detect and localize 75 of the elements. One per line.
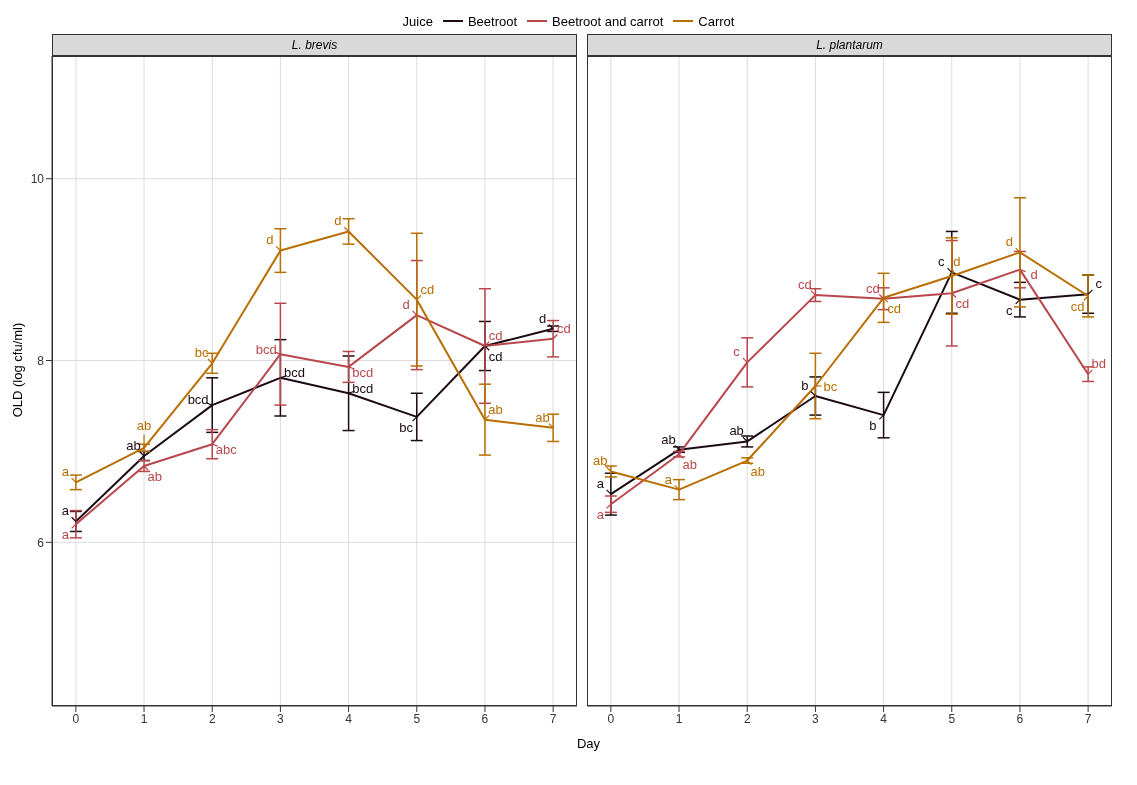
data-label: c — [1095, 276, 1103, 292]
data-label: bc — [399, 420, 414, 436]
data-label: ab — [661, 431, 676, 447]
data-label: d — [1030, 267, 1038, 283]
x-tick-label: 5 — [948, 711, 956, 726]
data-label: c — [937, 254, 945, 270]
data-label: cd — [887, 300, 902, 316]
y-tick-label: 10 — [30, 171, 45, 186]
data-label: a — [61, 464, 70, 480]
data-label: ab — [136, 418, 152, 434]
x-tick-label: 1 — [675, 711, 683, 726]
x-tick-label: 4 — [880, 711, 888, 726]
legend-label: Beetroot — [467, 13, 518, 29]
data-label: d — [266, 232, 274, 248]
data-label: bd — [1091, 356, 1106, 372]
data-label: a — [664, 471, 673, 487]
data-label: ab — [488, 401, 503, 417]
x-tick-label: 4 — [345, 711, 353, 726]
x-tick-label: 1 — [140, 711, 148, 726]
data-label: d — [334, 213, 342, 229]
data-label: bcd — [284, 365, 305, 381]
data-label: d — [538, 310, 547, 326]
data-label: ab — [126, 437, 141, 453]
data-label: c — [733, 344, 741, 360]
x-tick-label: 3 — [277, 711, 285, 726]
y-tick-label: 6 — [37, 535, 45, 550]
data-label: a — [61, 503, 70, 519]
y-tick-label: 8 — [37, 353, 45, 368]
data-label: abc — [215, 441, 238, 457]
data-label: cd — [556, 320, 571, 336]
x-axis-title: Day — [575, 736, 602, 751]
x-tick-label: 0 — [607, 711, 615, 726]
data-label: cd — [797, 276, 812, 292]
data-label: cd — [488, 349, 503, 365]
data-label: cd — [488, 327, 503, 343]
data-label: d — [1005, 234, 1013, 250]
data-label: ab — [750, 463, 766, 479]
x-tick-label: 2 — [208, 711, 216, 726]
data-label: bcd — [187, 392, 209, 408]
y-axis-title: OLD (log cfu/ml) — [9, 322, 25, 418]
data-label: ab — [729, 423, 744, 439]
data-label: ab — [535, 409, 550, 425]
data-label: bcd — [352, 380, 374, 396]
data-label: a — [61, 527, 70, 543]
chart-title: L. plantarum — [587, 34, 1112, 56]
data-label: ab — [593, 453, 608, 469]
data-label: cd — [420, 281, 435, 297]
x-tick-label: 2 — [743, 711, 751, 726]
data-label: bcd — [255, 341, 277, 357]
data-label: a — [596, 476, 605, 492]
legend-title: Juice — [402, 13, 433, 29]
data-label: bc — [194, 345, 209, 361]
legend-label: Carrot — [698, 13, 735, 29]
data-label: ab — [147, 469, 162, 485]
data-label: d — [953, 254, 961, 270]
chart-title: L. brevis — [52, 34, 577, 56]
data-label: ab — [682, 457, 697, 473]
data-label: cd — [866, 280, 880, 296]
data-label: bcd — [352, 364, 374, 380]
data-label: d — [402, 296, 410, 312]
x-tick-label: 6 — [1016, 711, 1024, 726]
x-tick-label: 5 — [413, 711, 421, 726]
x-tick-label: 6 — [481, 711, 489, 726]
x-tick-label: 7 — [549, 711, 557, 726]
x-tick-label: 0 — [72, 711, 80, 726]
data-label: b — [801, 377, 809, 393]
data-label: cd — [955, 296, 970, 312]
x-tick-label: 7 — [1084, 711, 1092, 726]
legend-label: Beetroot and carrot — [552, 13, 664, 29]
data-label: a — [596, 507, 605, 523]
data-label: b — [869, 418, 877, 434]
x-tick-label: 3 — [812, 711, 820, 726]
data-label: c — [1006, 302, 1014, 318]
data-label: bc — [823, 378, 838, 394]
data-label: cd — [1070, 299, 1085, 315]
